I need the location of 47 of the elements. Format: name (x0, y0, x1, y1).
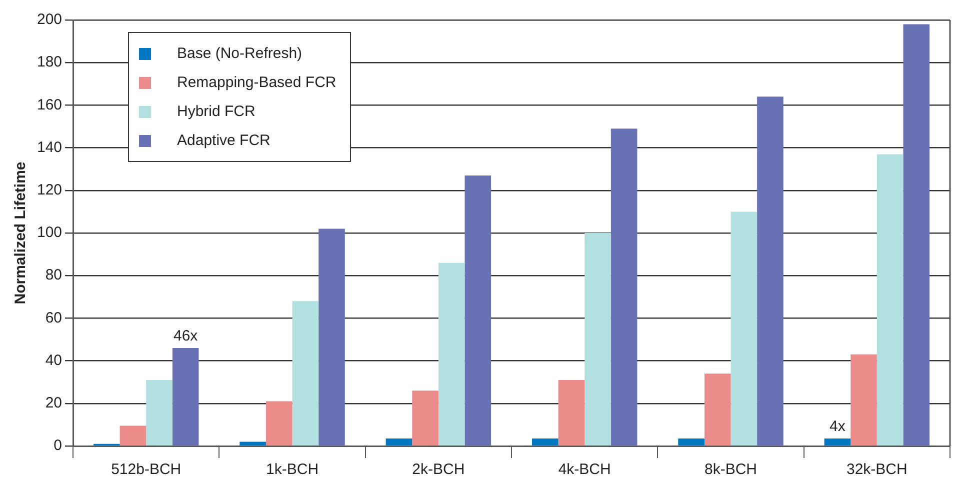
annotation: 4x (830, 418, 846, 436)
bar (584, 233, 611, 446)
bar (757, 96, 784, 446)
y-tick-label: 20 (45, 394, 62, 412)
bar (146, 380, 172, 446)
bar (678, 438, 704, 446)
y-tick-label: 200 (36, 11, 62, 28)
x-tick-label: 512b-BCH (111, 461, 182, 478)
x-tick-label: 1k-BCH (266, 461, 319, 478)
bar (386, 438, 412, 446)
bar (464, 175, 492, 446)
y-tick-label: 140 (36, 138, 62, 156)
bar (172, 348, 199, 446)
bar (292, 301, 319, 446)
x-tick-label: 2k-BCH (412, 461, 465, 478)
bar (266, 401, 292, 446)
annotation: 46x (173, 328, 198, 345)
y-tick-label: 80 (45, 266, 62, 284)
bar (438, 262, 465, 446)
y-tick-label: 0 (54, 437, 62, 454)
y-axis-title: Normalized Lifetime (12, 162, 30, 304)
bar (240, 442, 266, 446)
y-tick-label: 40 (45, 352, 62, 369)
bar (730, 212, 758, 446)
bar (876, 154, 904, 446)
bar (903, 24, 930, 446)
y-tick-label: 60 (45, 309, 62, 326)
y-tick-label: 100 (36, 224, 62, 242)
y-tick-label: 160 (36, 96, 62, 114)
x-tick-label: 32k-BCH (846, 461, 908, 478)
bar (120, 426, 146, 446)
bar (532, 438, 558, 446)
bar (850, 354, 877, 446)
bar (824, 438, 851, 446)
bar (558, 380, 585, 446)
bar (610, 128, 638, 446)
x-tick-label: 4k-BCH (558, 461, 611, 478)
x-tick-label: 8k-BCH (704, 461, 758, 478)
legend-label: Hybrid FCR (177, 103, 256, 120)
bar (318, 228, 345, 446)
y-tick-label: 180 (36, 54, 62, 71)
legend-label: Base (No-Refresh) (177, 45, 302, 62)
y-tick-label: 120 (36, 182, 62, 199)
legend-label: Remapping-Based FCR (177, 74, 336, 91)
legend-label: Adaptive FCR (177, 132, 270, 149)
bar (704, 374, 731, 446)
bar (412, 390, 438, 446)
